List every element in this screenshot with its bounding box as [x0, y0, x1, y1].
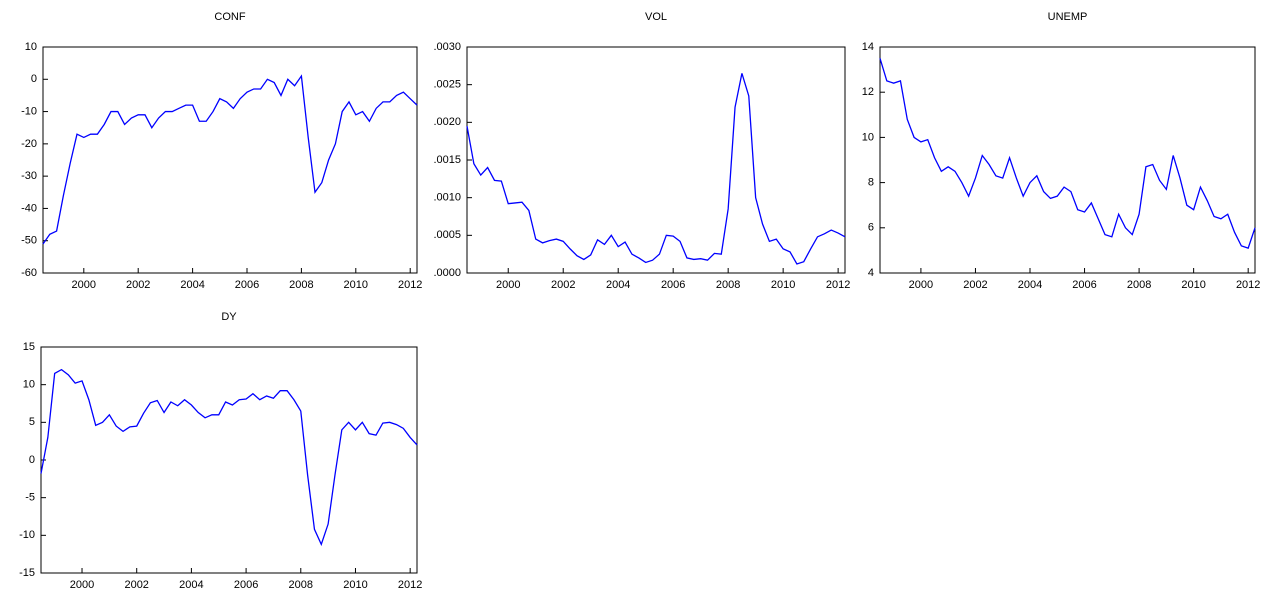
- y-tick-label: 14: [862, 41, 874, 53]
- series-line: [466, 73, 846, 265]
- x-tick-label: 2000: [496, 279, 520, 291]
- x-tick-label: 2008: [289, 579, 313, 591]
- y-tick-label: -5: [25, 492, 35, 504]
- x-tick-label: 2012: [1236, 279, 1260, 291]
- panel: CONF 10 0 -10 -20 -30 -40 -50 -60 2000 2002 2004 200…: [21, 11, 422, 291]
- x-tick-label: 2010: [1181, 279, 1205, 291]
- y-tick-label: -15: [19, 567, 35, 579]
- y-tick-label: 6: [868, 222, 874, 234]
- x-tick-label: 2004: [1018, 279, 1042, 291]
- y-tick-label: 0: [29, 454, 35, 466]
- x-tick-label: 2012: [826, 279, 850, 291]
- y-tick-label: .0000: [433, 267, 461, 279]
- x-tick-label: 2006: [234, 579, 258, 591]
- y-tick-label: 8: [868, 177, 874, 189]
- panel-title: CONF: [214, 11, 245, 23]
- series-line: [42, 74, 418, 245]
- x-tick-label: 2012: [398, 579, 422, 591]
- panel-title: DY: [221, 311, 237, 323]
- x-tick-label: 2006: [1072, 279, 1096, 291]
- x-tick-label: 2000: [70, 579, 94, 591]
- x-tick-label: 2012: [398, 279, 422, 291]
- y-tick-label: 10: [25, 41, 37, 53]
- x-tick-label: 2008: [289, 279, 313, 291]
- series-line: [40, 368, 418, 547]
- panel: VOL .0030 .0025 .0020 .0015 .0010 .0005 .0000 20…: [433, 11, 850, 291]
- y-tick-label: .0030: [433, 41, 461, 53]
- x-tick-label: 2000: [909, 279, 933, 291]
- x-tick-label: 2006: [661, 279, 685, 291]
- x-tick-label: 2010: [343, 579, 367, 591]
- y-tick-label: 5: [29, 416, 35, 428]
- y-tick-label: -60: [21, 267, 37, 279]
- y-tick-label: .0020: [433, 116, 461, 128]
- y-tick-label: .0010: [433, 192, 461, 204]
- plot-frame: [40, 346, 418, 574]
- panel-title: VOL: [645, 11, 667, 23]
- y-tick-label: .0025: [433, 79, 461, 91]
- panel: DY 15 10 5 0 -5 -10 -15 2000 2002 2004 2006 2008 2010…: [19, 311, 422, 591]
- plot-frame: [42, 46, 418, 274]
- y-tick-label: .0005: [433, 229, 461, 241]
- y-tick-label: -20: [21, 138, 37, 150]
- y-tick-label: -10: [21, 105, 37, 117]
- x-tick-label: 2008: [716, 279, 740, 291]
- series-line: [879, 58, 1256, 249]
- y-tick-label: 10: [23, 379, 35, 391]
- y-tick-label: .0015: [433, 154, 461, 166]
- x-tick-label: 2004: [179, 579, 203, 591]
- x-tick-label: 2000: [72, 279, 96, 291]
- x-tick-label: 2004: [180, 279, 204, 291]
- y-tick-label: 4: [868, 267, 874, 279]
- y-tick-label: 12: [862, 86, 874, 98]
- x-tick-label: 2002: [551, 279, 575, 291]
- y-tick-label: -50: [21, 235, 37, 247]
- x-tick-label: 2002: [963, 279, 987, 291]
- x-tick-label: 2006: [235, 279, 259, 291]
- x-tick-label: 2004: [606, 279, 630, 291]
- x-tick-label: 2002: [126, 279, 150, 291]
- plot-frame: [466, 46, 846, 274]
- y-tick-label: -30: [21, 170, 37, 182]
- y-tick-label: 15: [23, 341, 35, 353]
- y-tick-label: 10: [862, 131, 874, 143]
- x-tick-label: 2002: [124, 579, 148, 591]
- y-tick-label: 0: [31, 73, 37, 85]
- y-tick-label: -40: [21, 202, 37, 214]
- x-tick-label: 2010: [344, 279, 368, 291]
- panel-title: UNEMP: [1048, 11, 1088, 23]
- y-tick-label: -10: [19, 529, 35, 541]
- x-tick-label: 2010: [771, 279, 795, 291]
- plot-frame: [879, 46, 1256, 274]
- panel: UNEMP 14 12 10 8 6 4 2000 2002 2004 2006 2008 2010 20…: [862, 11, 1261, 291]
- x-tick-label: 2008: [1127, 279, 1151, 291]
